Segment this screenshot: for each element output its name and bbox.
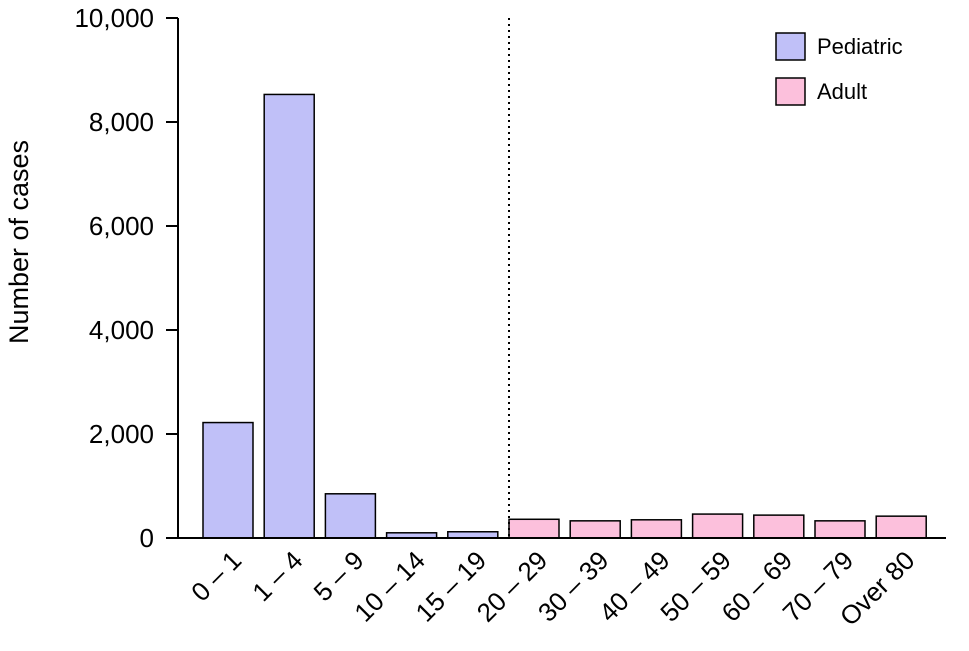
legend: Pediatric Adult [775, 32, 903, 106]
x-tick-label: 0 – 1 [185, 545, 247, 607]
y-tick-label: 6,000 [89, 211, 154, 241]
bar-adult-9 [753, 514, 805, 539]
legend-item-pediatric: Pediatric [775, 32, 903, 61]
legend-label-adult: Adult [817, 79, 867, 104]
bar-pediatric-0 [202, 421, 254, 539]
legend-swatch-adult [775, 77, 806, 106]
bar-pediatric-2 [324, 493, 377, 539]
bar-adult-6 [569, 520, 621, 539]
bar-adult-10 [814, 520, 866, 539]
x-tick-label: 1 – 4 [246, 545, 308, 607]
y-axis-ticks: 0 2,000 4,000 6,000 8,000 10,000 [74, 3, 178, 553]
bar-adult-5 [508, 518, 560, 539]
bar-adult-11 [875, 515, 927, 539]
legend-item-adult: Adult [775, 77, 867, 106]
legend-label-pediatric: Pediatric [817, 34, 903, 59]
legend-swatch-pediatric [775, 32, 806, 61]
bar-pediatric-1 [263, 93, 315, 539]
y-tick-label: 2,000 [89, 419, 154, 449]
y-tick-label: 10,000 [74, 3, 154, 33]
bar-adult-8 [691, 513, 744, 539]
y-tick-label: 8,000 [89, 107, 154, 137]
bar-adult-7 [630, 519, 683, 539]
bars [202, 93, 927, 539]
y-tick-label: 4,000 [89, 315, 154, 345]
y-axis-title: Number of cases [4, 140, 34, 344]
y-tick-label: 0 [140, 523, 154, 553]
